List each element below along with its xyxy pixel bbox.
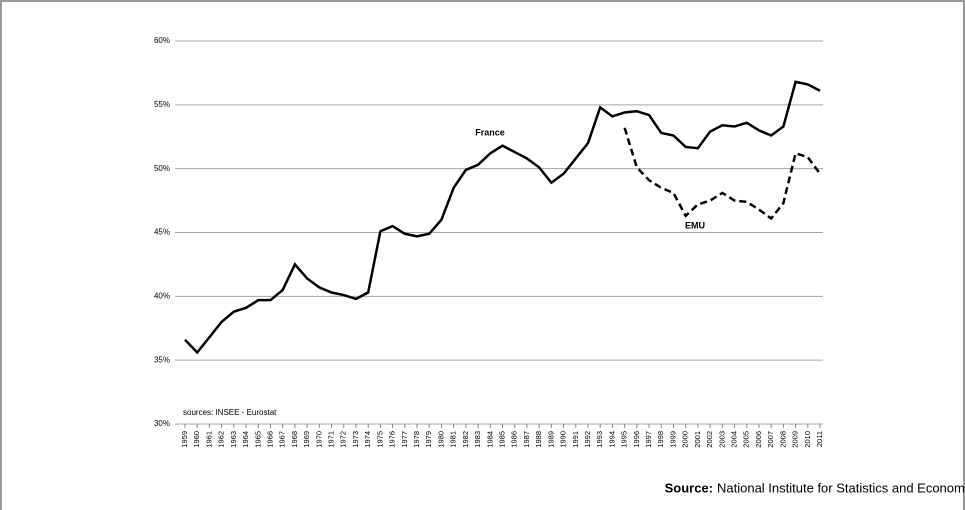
series-line (184, 80, 821, 355)
x-tick-label: 2005 (742, 431, 751, 448)
x-tick-label: 1999 (668, 431, 677, 448)
series-line (623, 127, 822, 221)
x-tick-label: 1973 (351, 431, 360, 448)
x-tick-label: 2000 (681, 431, 690, 448)
x-tick-label: 1985 (497, 431, 506, 448)
x-tick-label: 1969 (302, 431, 311, 448)
x-tick-label: 1987 (522, 431, 531, 448)
x-tick-label: 1978 (412, 431, 421, 448)
x-tick-label: 1989 (546, 431, 555, 448)
x-tick-label: 1994 (607, 431, 616, 448)
x-tick-label: 1983 (473, 431, 482, 448)
x-tick-label: 2010 (803, 431, 812, 448)
y-tick-label: 60% (154, 36, 170, 45)
x-tick-label: 1991 (571, 431, 580, 448)
annotation: sources: INSEE - Eurostat (183, 408, 277, 417)
x-tick-label: 1990 (559, 431, 568, 448)
x-tick-label: 1976 (388, 431, 397, 448)
x-tick-label: 1971 (327, 431, 336, 448)
x-tick-label: 2006 (754, 431, 763, 448)
x-tick-label: 1967 (278, 431, 287, 448)
x-tick-label: 1980 (436, 431, 445, 448)
x-tick-label: 1970 (314, 431, 323, 448)
x-tick-label: 1995 (620, 431, 629, 448)
x-tick-label: 1964 (241, 431, 250, 448)
x-tick-label: 1975 (375, 431, 384, 448)
series-label: France (475, 127, 505, 137)
x-tick-label: 1966 (265, 431, 274, 448)
x-tick-label: 2009 (791, 431, 800, 448)
y-tick-label: 50% (154, 164, 170, 173)
y-tick-label: 30% (154, 419, 170, 428)
footer-text: National Institute for Statistics and Ec… (717, 480, 965, 495)
x-tick-label: 1968 (290, 431, 299, 448)
x-tick-label: 1982 (461, 431, 470, 448)
x-tick-label: 1984 (485, 431, 494, 448)
x-tick-label: 2001 (693, 431, 702, 448)
x-tick-label: 2011 (815, 431, 824, 447)
y-tick-label: 45% (154, 228, 170, 237)
y-tick-label: 55% (154, 100, 170, 109)
x-tick-label: 2008 (778, 431, 787, 448)
x-tick-label: 1961 (204, 431, 213, 448)
x-tick-label: 1960 (192, 431, 201, 448)
x-tick-label: 1996 (632, 431, 641, 448)
x-tick-label: 2007 (766, 431, 775, 448)
y-tick-label: 40% (154, 291, 170, 300)
y-tick-label: 35% (154, 355, 170, 364)
x-tick-label: 1986 (510, 431, 519, 448)
x-tick-label: 1977 (400, 431, 409, 448)
x-tick-label: 1992 (583, 431, 592, 448)
x-tick-label: 2002 (705, 431, 714, 448)
x-tick-label: 1965 (253, 431, 262, 448)
x-tick-label: 1997 (644, 431, 653, 448)
x-tick-label: 1959 (180, 431, 189, 448)
series-label: EMU (685, 220, 705, 230)
x-tick-label: 1972 (339, 431, 348, 448)
footer-label: Source: (665, 480, 713, 495)
x-tick-label: 1962 (217, 431, 226, 448)
x-tick-label: 1993 (595, 431, 604, 448)
x-tick-label: 2003 (717, 431, 726, 448)
x-tick-label: 1979 (424, 431, 433, 448)
x-tick-label: 1998 (656, 431, 665, 448)
x-tick-label: 1981 (449, 431, 458, 448)
x-tick-label: 1988 (534, 431, 543, 448)
x-tick-label: 1963 (229, 431, 238, 448)
x-tick-label: 2004 (730, 431, 739, 448)
x-tick-label: 1974 (363, 431, 372, 448)
